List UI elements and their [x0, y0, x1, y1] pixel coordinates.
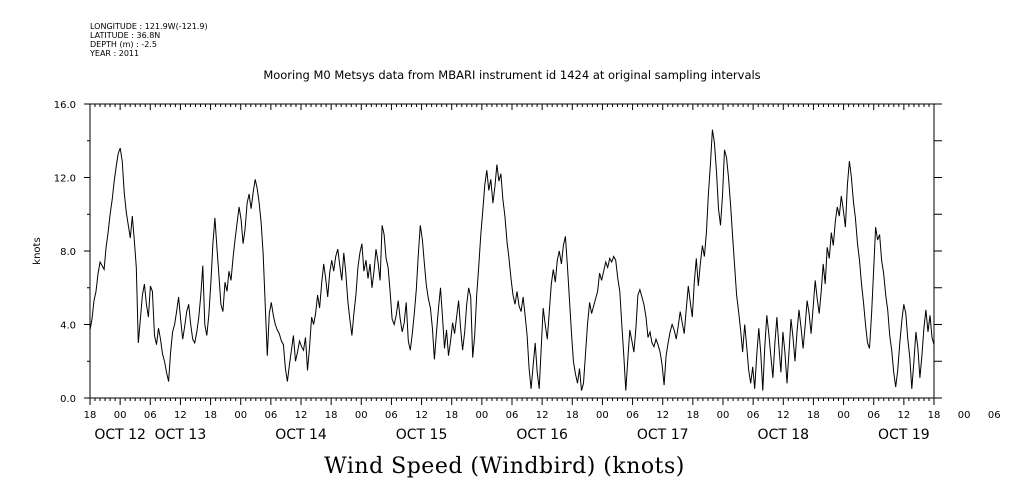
x-hour-label: 06 — [506, 410, 519, 421]
wind-speed-line — [89, 129, 935, 391]
x-hour-label: 00 — [837, 410, 850, 421]
y-tick-label: 8.0 — [60, 247, 76, 258]
x-day-label: OCT 17 — [637, 427, 689, 443]
x-hour-label: 06 — [747, 410, 760, 421]
x-day-label: OCT 16 — [516, 427, 568, 443]
x-hour-label: 18 — [84, 410, 97, 421]
depth-label: DEPTH (m) : -2.5 — [90, 40, 157, 49]
x-hour-label: 12 — [536, 410, 549, 421]
x-hour-label: 00 — [355, 410, 368, 421]
x-hour-label: 06 — [144, 410, 157, 421]
x-hour-label: 18 — [204, 410, 217, 421]
year-label: YEAR : 2011 — [90, 49, 140, 58]
x-hour-label: 06 — [988, 410, 1001, 421]
y-tick-label: 12.0 — [54, 174, 76, 185]
x-day-label: OCT 19 — [878, 427, 930, 443]
x-hour-label: 18 — [325, 410, 338, 421]
plot-frame — [89, 103, 935, 399]
x-hour-label: 18 — [566, 410, 579, 421]
x-hour-label: 06 — [385, 410, 398, 421]
x-hour-label: 18 — [445, 410, 458, 421]
x-hour-label: 12 — [174, 410, 187, 421]
y-axis-label: knots — [32, 237, 43, 264]
x-hour-label: 00 — [717, 410, 730, 421]
y-tick-label: 4.0 — [60, 321, 76, 332]
latitude-label: LATITUDE : 36.8N — [90, 31, 161, 40]
x-day-label: OCT 18 — [757, 427, 809, 443]
chart-footer-label: Wind Speed (Windbird) (knots) — [324, 454, 685, 479]
x-hour-label: 12 — [777, 410, 790, 421]
x-hour-label: 00 — [596, 410, 609, 421]
x-hour-label: 18 — [928, 410, 941, 421]
x-hour-label: 06 — [264, 410, 277, 421]
y-tick-label: 0.0 — [60, 394, 76, 405]
x-day-label: OCT 12 — [94, 427, 146, 443]
x-hour-label: 00 — [114, 410, 127, 421]
x-day-label: OCT 14 — [275, 427, 327, 443]
chart-title: Mooring M0 Metsys data from MBARI instru… — [263, 68, 761, 82]
x-hour-label: 18 — [686, 410, 699, 421]
x-hour-label: 06 — [867, 410, 880, 421]
x-hour-label: 18 — [807, 410, 820, 421]
metadata-block: LONGITUDE : 121.9W(-121.9) LATITUDE : 36… — [90, 22, 208, 58]
x-day-label: OCT 15 — [396, 427, 448, 443]
x-hour-label: 12 — [897, 410, 910, 421]
x-hour-label: 00 — [234, 410, 247, 421]
x-hour-label: 12 — [415, 410, 428, 421]
x-hour-label: 12 — [295, 410, 308, 421]
x-hour-label: 06 — [626, 410, 639, 421]
y-tick-label: 16.0 — [54, 100, 76, 111]
longitude-label: LONGITUDE : 121.9W(-121.9) — [90, 22, 208, 31]
x-hour-label: 00 — [958, 410, 971, 421]
x-hour-label: 00 — [475, 410, 488, 421]
x-day-label: OCT 13 — [155, 427, 207, 443]
x-hour-label: 12 — [656, 410, 669, 421]
